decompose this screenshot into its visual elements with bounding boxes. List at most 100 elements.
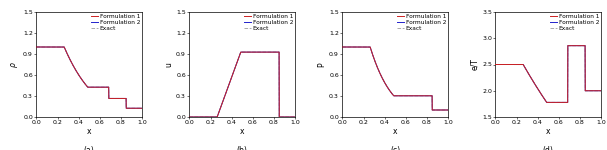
Exact bbox=[234, 59, 242, 61]
Exact bbox=[575, 45, 582, 47]
Formulation 1 bbox=[237, 51, 245, 53]
Formulation 1 bbox=[390, 95, 398, 97]
Formulation 2 bbox=[344, 46, 351, 48]
X-axis label: x: x bbox=[546, 127, 551, 136]
Formulation 2 bbox=[123, 107, 130, 109]
Exact bbox=[237, 51, 245, 53]
Formulation 2 bbox=[186, 116, 193, 118]
Legend: Formulation 1, Formulation 2, Exact: Formulation 1, Formulation 2, Exact bbox=[90, 13, 141, 31]
Formulation 2 bbox=[116, 98, 123, 99]
Formulation 2 bbox=[138, 107, 146, 109]
Formulation 2 bbox=[543, 102, 551, 103]
Text: (d): (d) bbox=[543, 146, 554, 150]
Formulation 1 bbox=[116, 98, 123, 99]
Exact bbox=[84, 86, 92, 88]
Formulation 1 bbox=[234, 59, 242, 61]
Formulation 2 bbox=[422, 95, 429, 97]
Line: Formulation 2: Formulation 2 bbox=[342, 47, 448, 110]
Exact bbox=[288, 116, 296, 118]
Exact bbox=[594, 90, 602, 92]
Formulation 2 bbox=[84, 86, 92, 88]
Formulation 2 bbox=[269, 51, 276, 53]
Exact bbox=[444, 109, 452, 111]
Formulation 1 bbox=[138, 107, 146, 109]
Formulation 1 bbox=[191, 116, 198, 118]
Formulation 1 bbox=[237, 51, 245, 53]
Formulation 1 bbox=[564, 45, 571, 47]
Formulation 2 bbox=[234, 59, 242, 61]
Line: Formulation 1: Formulation 1 bbox=[189, 52, 295, 117]
Formulation 1 bbox=[492, 64, 499, 65]
Formulation 2 bbox=[38, 46, 46, 48]
Formulation 2 bbox=[594, 90, 602, 92]
Formulation 1 bbox=[288, 116, 296, 118]
Line: Formulation 1: Formulation 1 bbox=[495, 46, 601, 102]
X-axis label: x: x bbox=[393, 127, 398, 136]
Exact bbox=[81, 83, 89, 85]
Formulation 2 bbox=[237, 51, 245, 53]
Exact bbox=[441, 109, 449, 111]
Formulation 2 bbox=[135, 107, 143, 109]
Line: Formulation 1: Formulation 1 bbox=[36, 47, 142, 108]
Exact bbox=[497, 64, 504, 65]
Formulation 2 bbox=[444, 109, 452, 111]
Formulation 2 bbox=[33, 46, 40, 48]
Formulation 2 bbox=[441, 109, 449, 111]
Formulation 2 bbox=[543, 102, 551, 103]
Exact bbox=[422, 95, 429, 97]
Formulation 1 bbox=[594, 90, 602, 92]
Formulation 1 bbox=[339, 46, 346, 48]
Exact bbox=[186, 116, 193, 118]
Formulation 1 bbox=[543, 102, 551, 103]
Formulation 2 bbox=[135, 107, 143, 109]
Formulation 1 bbox=[441, 109, 449, 111]
Exact bbox=[237, 51, 245, 53]
Formulation 1 bbox=[291, 116, 299, 118]
X-axis label: x: x bbox=[240, 127, 245, 136]
Formulation 2 bbox=[597, 90, 605, 92]
Exact bbox=[288, 116, 296, 118]
Formulation 1 bbox=[575, 45, 582, 47]
Formulation 1 bbox=[594, 90, 602, 92]
Exact bbox=[116, 98, 123, 99]
Text: (a): (a) bbox=[84, 146, 95, 150]
Formulation 1 bbox=[543, 102, 551, 103]
Formulation 2 bbox=[390, 95, 398, 97]
Formulation 2 bbox=[564, 45, 571, 47]
Exact bbox=[387, 91, 395, 93]
Formulation 2 bbox=[288, 116, 296, 118]
Text: (b): (b) bbox=[237, 146, 248, 150]
Exact bbox=[543, 102, 551, 103]
Formulation 1 bbox=[135, 107, 143, 109]
Exact bbox=[344, 46, 351, 48]
Formulation 2 bbox=[288, 116, 296, 118]
Formulation 2 bbox=[575, 45, 582, 47]
Line: Formulation 2: Formulation 2 bbox=[36, 47, 142, 108]
Formulation 1 bbox=[344, 46, 351, 48]
Exact bbox=[291, 116, 299, 118]
Formulation 2 bbox=[492, 64, 499, 65]
Formulation 1 bbox=[540, 97, 548, 99]
Formulation 2 bbox=[497, 64, 504, 65]
Y-axis label: P: P bbox=[317, 62, 327, 67]
Line: Exact: Exact bbox=[36, 47, 142, 108]
Exact bbox=[594, 90, 602, 92]
Formulation 2 bbox=[291, 116, 299, 118]
Exact bbox=[135, 107, 143, 109]
Exact bbox=[269, 51, 276, 53]
Formulation 1 bbox=[597, 90, 605, 92]
Formulation 1 bbox=[422, 95, 429, 97]
Formulation 2 bbox=[540, 97, 548, 99]
Legend: Formulation 1, Formulation 2, Exact: Formulation 1, Formulation 2, Exact bbox=[549, 13, 600, 31]
Formulation 2 bbox=[81, 83, 89, 85]
Formulation 1 bbox=[81, 83, 89, 85]
Formulation 1 bbox=[84, 86, 92, 88]
Y-axis label: $\rho$: $\rho$ bbox=[9, 61, 20, 68]
Exact bbox=[191, 116, 198, 118]
Formulation 1 bbox=[38, 46, 46, 48]
Formulation 1 bbox=[429, 109, 436, 111]
Text: (c): (c) bbox=[390, 146, 400, 150]
Exact bbox=[540, 97, 548, 99]
Y-axis label: u: u bbox=[164, 62, 173, 67]
Line: Formulation 1: Formulation 1 bbox=[342, 47, 448, 110]
